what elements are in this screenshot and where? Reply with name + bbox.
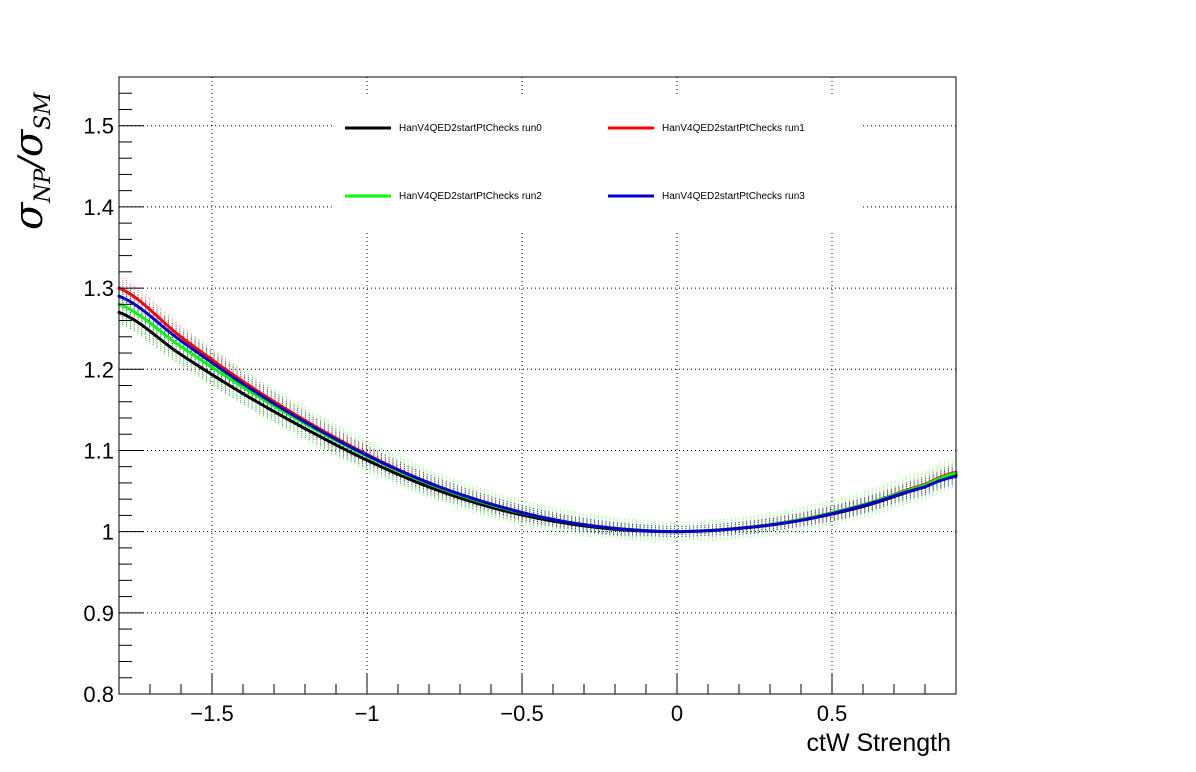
y-tick-label: 1 (102, 520, 114, 545)
y-tick-label: 1.1 (83, 438, 114, 463)
grid-layer (119, 77, 956, 694)
uncertainty-band-0 (118, 300, 957, 538)
legend-label-3: HanV4QED2startPtChecks run3 (662, 191, 805, 202)
series-point-3-12 (861, 504, 865, 508)
legend: HanV4QED2startPtChecks run0 HanV4QED2star… (345, 123, 805, 202)
series-point-0-2 (241, 392, 245, 396)
series-point-0-4 (365, 458, 369, 462)
y-tick-label: 1.2 (83, 357, 114, 382)
series-point-1-1 (179, 335, 183, 339)
legend-label-0: HanV4QED2startPtChecks run0 (399, 123, 542, 134)
tick-labels: −1.5 −1 −0.5 0 0.5 0.8 0.9 1 1.1 1.2 1.3 1.4 1.5 (83, 114, 847, 726)
uncertainty-band-layer (118, 276, 957, 542)
axis-ticks (118, 76, 957, 695)
series-point-2-1 (179, 345, 183, 349)
series-point-3-10 (737, 526, 741, 530)
series-point-3-2 (241, 382, 245, 386)
series-point-0-1 (179, 353, 183, 357)
uncertainty-band-3 (118, 284, 957, 538)
y-tick-label: 0.8 (83, 682, 114, 707)
x-tick-label: 0 (671, 701, 683, 726)
y-tick-label: 1.3 (83, 276, 114, 301)
y-tick-label: 1.4 (83, 195, 114, 220)
x-tick-label: 0.5 (817, 701, 848, 726)
series-point-3-8 (613, 526, 617, 530)
y-tick-label: 1.5 (83, 114, 114, 139)
x-axis-title: ctW Strength (807, 729, 952, 757)
series-point-3-6 (489, 502, 493, 506)
uncertainty-band-2 (118, 284, 957, 542)
series-point-3-3 (303, 420, 307, 424)
y-title-slash: / (11, 154, 51, 172)
uncertainty-band-1 (118, 276, 957, 538)
series-point-3-1 (179, 339, 183, 343)
series-point-0-3 (303, 427, 307, 431)
series-layer (117, 286, 958, 534)
series-line-1 (118, 286, 957, 534)
series-point-2-2 (241, 385, 245, 389)
series-point-3-7 (551, 517, 555, 521)
legend-label-1: HanV4QED2startPtChecks run1 (662, 123, 805, 134)
series-point-3-5 (427, 481, 431, 485)
series-line-2 (118, 302, 957, 534)
y-title-sigma-1: σ (6, 201, 52, 230)
y-axis-title: σNP/σSM (6, 92, 56, 230)
y-title-sub-np: NP (31, 167, 56, 203)
series-point-3-11 (799, 518, 803, 522)
y-title-sigma-2: σ (6, 128, 52, 157)
series-point-0-5 (427, 485, 431, 489)
y-tick-label: 0.9 (83, 601, 114, 626)
x-tick-label: −0.5 (500, 701, 543, 726)
legend-label-2: HanV4QED2startPtChecks run2 (399, 191, 542, 202)
y-title-sub-sm: SM (31, 92, 56, 130)
series-point-3-9 (675, 530, 679, 534)
series-point-3-4 (365, 453, 369, 457)
series-point-3-13 (923, 485, 927, 489)
legend-box (335, 96, 860, 233)
x-tick-label: −1.5 (190, 701, 233, 726)
x-tick-label: −1 (354, 701, 379, 726)
series-line-3 (118, 294, 957, 534)
series-line-0 (118, 311, 957, 534)
